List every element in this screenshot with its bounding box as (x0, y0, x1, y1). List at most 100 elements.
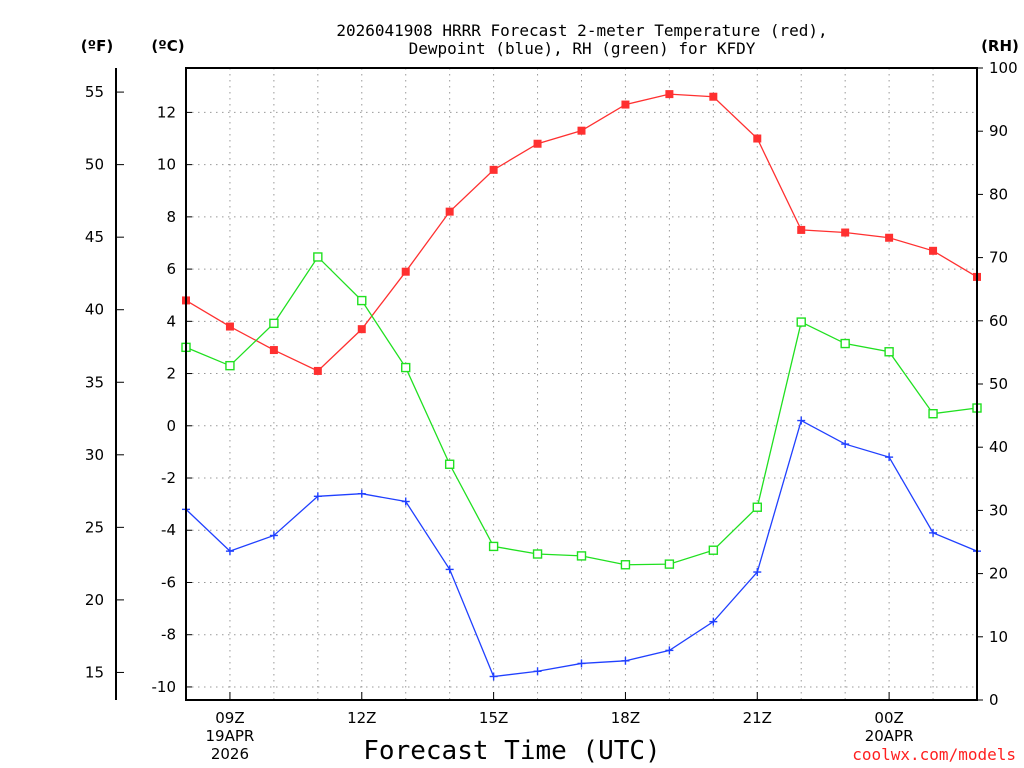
dewpoint-point (577, 659, 586, 668)
rh-tick-label: 20 (989, 565, 1008, 583)
celsius-tick-label: 12 (157, 103, 176, 121)
2-meter-temperature-point (885, 233, 894, 242)
celsius-tick-label: -6 (161, 573, 176, 591)
rh-point (620, 560, 631, 570)
celsius-tick-label: -8 (161, 626, 176, 644)
2-meter-temperature-point (797, 225, 806, 234)
2-meter-temperature-point (621, 100, 630, 109)
2-meter-temperature-point (269, 346, 278, 355)
dewpoint-point (621, 656, 630, 665)
2-meter-temperature-point (753, 134, 762, 143)
fahrenheit-tick-label: 20 (85, 591, 104, 609)
rh-point (488, 541, 499, 552)
celsius-tick-label: -2 (161, 469, 176, 487)
celsius-tick-label: 2 (166, 365, 176, 383)
dewpoint-point (401, 497, 410, 506)
rh-point (313, 252, 323, 262)
celsius-tick-label: 4 (166, 312, 176, 330)
rh-tick-label: 80 (989, 185, 1008, 203)
2-meter-temperature-point (841, 228, 850, 237)
dewpoint-point (489, 672, 498, 681)
rh-point (269, 318, 279, 329)
fahrenheit-tick-label: 15 (85, 663, 104, 681)
x-tick-label: 09Z (215, 709, 244, 727)
2-meter-temperature-point (577, 126, 586, 135)
rh-point (576, 551, 587, 561)
rh-point (928, 409, 938, 419)
x-tick-label: 19APR (206, 727, 255, 745)
rh-tick-label: 10 (989, 628, 1008, 646)
chart-title-line-2: Dewpoint (blue), RH (green) for KFDY (409, 39, 756, 58)
2-meter-temperature-point (929, 246, 938, 255)
fahrenheit-tick-label: 40 (85, 301, 104, 319)
fahrenheit-tick-label: 25 (85, 518, 104, 536)
dewpoint-point (885, 453, 894, 462)
dewpoint-point (357, 489, 366, 498)
plot-frame (185, 67, 978, 701)
rh-point (532, 549, 543, 559)
rh-tick-label: 40 (989, 438, 1008, 456)
rh-point (444, 459, 455, 469)
celsius-tick-label: 6 (166, 260, 176, 278)
rh-point (225, 360, 235, 371)
dewpoint-point (533, 667, 542, 676)
dewpoint-point (841, 440, 850, 449)
grid-layer (186, 68, 977, 700)
rh-tick-label: 60 (989, 312, 1008, 330)
rh-tick-label: 50 (989, 375, 1008, 393)
x-tick-label: 12Z (347, 709, 376, 727)
fahrenheit-tick-label: 35 (85, 373, 104, 391)
dewpoint-point (445, 565, 454, 574)
fahrenheit-unit-label: (ºF) (81, 37, 113, 55)
series-layer (181, 90, 982, 681)
rh-tick-label: 0 (989, 691, 999, 709)
chart-title-line-1: 2026041908 HRRR Forecast 2-meter Tempera… (336, 21, 827, 40)
2-meter-temperature-point (357, 325, 366, 334)
rh-point (796, 317, 806, 327)
x-tick-label: 2026 (211, 745, 249, 763)
dewpoint-point (929, 528, 938, 537)
celsius-tick-label: 0 (166, 417, 176, 435)
dewpoint-point (797, 416, 806, 425)
dewpoint-point (269, 531, 278, 540)
2-meter-temperature-point (401, 267, 410, 276)
celsius-tick-label: -10 (152, 678, 177, 696)
celsius-unit-label: (ºC) (151, 37, 184, 55)
dewpoint-point (313, 492, 322, 501)
rh-unit-label: (RH) (981, 37, 1019, 55)
dewpoint-point (753, 568, 762, 577)
fahrenheit-tick-label: 50 (85, 156, 104, 174)
rh-tick-label: 70 (989, 249, 1008, 267)
rh-tick-label: 30 (989, 501, 1008, 519)
fahrenheit-tick-label: 45 (85, 228, 104, 246)
fahrenheit-tick-label: 55 (85, 83, 104, 101)
rh-point (840, 338, 850, 349)
x-tick-label: 21Z (743, 709, 772, 727)
2-meter-temperature-point (313, 366, 322, 375)
fahrenheit-tick-label: 30 (85, 446, 104, 464)
rh-tick-label: 100 (989, 59, 1018, 77)
rh-tick-label: 90 (989, 122, 1008, 140)
dewpoint-point (665, 646, 674, 655)
x-tick-label: 15Z (479, 709, 508, 727)
x-axis-title: Forecast Time (UTC) (363, 736, 660, 766)
2-meter-temperature-point (489, 165, 498, 174)
2-meter-temperature-point (533, 139, 542, 148)
rh-point (752, 502, 762, 512)
rh-point (401, 362, 411, 373)
rh-point (357, 295, 367, 306)
celsius-tick-label: -4 (161, 521, 176, 539)
2-meter-temperature-line (185, 93, 978, 372)
x-tick-label: 18Z (611, 709, 640, 727)
rh-point (664, 559, 675, 569)
2-meter-temperature-point (665, 90, 674, 99)
rh-point (884, 347, 894, 357)
2-meter-temperature-point (445, 207, 454, 216)
2-meter-temperature-point (225, 322, 234, 331)
dewpoint-point (225, 547, 234, 556)
celsius-tick-label: 8 (166, 208, 176, 226)
rh-point (708, 545, 719, 555)
2-meter-temperature-point (709, 92, 718, 101)
